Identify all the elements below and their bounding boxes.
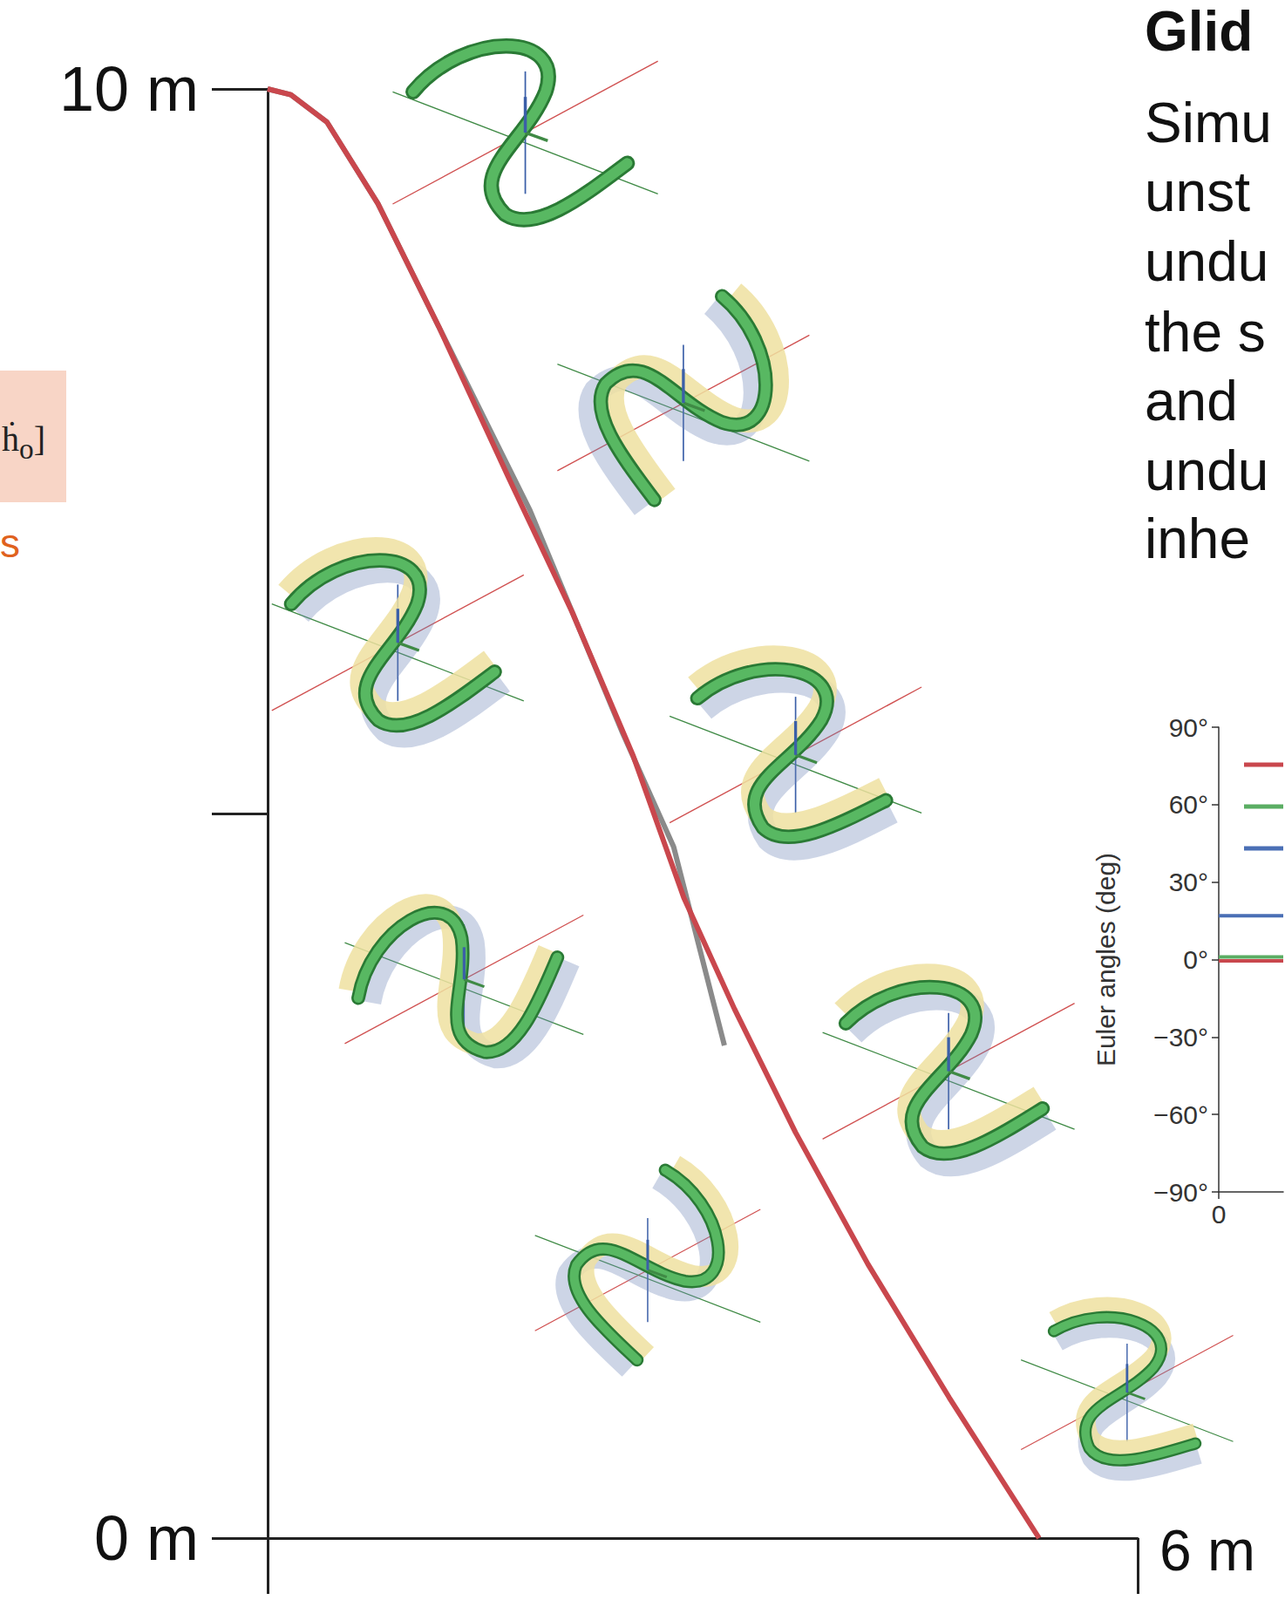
svg-text:30°: 30° <box>1169 867 1209 897</box>
svg-text:10 m: 10 m <box>59 54 199 124</box>
svg-text:Euler angles (deg): Euler angles (deg) <box>1091 852 1121 1067</box>
html-text:Simu: Simu <box>1144 91 1272 155</box>
html-text:and: and <box>1144 369 1238 433</box>
svg-text:6 m: 6 m <box>1159 1517 1256 1583</box>
html-text:undu: undu <box>1144 439 1269 503</box>
svg-text:0: 0 <box>1211 1199 1227 1229</box>
svg-text:−90°: −90° <box>1153 1177 1209 1207</box>
svg-text:90°: 90° <box>1169 713 1209 742</box>
html-text:unst: unst <box>1144 160 1251 224</box>
html-text:the s: the s <box>1144 300 1266 364</box>
svg-text:−30°: −30° <box>1153 1022 1209 1052</box>
html-text:Glid: Glid <box>1144 0 1254 63</box>
html-text:ḣo]: ḣo] <box>1 419 46 465</box>
svg-text:−60°: −60° <box>1153 1100 1209 1129</box>
svg-text:0°: 0° <box>1183 945 1209 974</box>
html-text:inhe: inhe <box>1144 507 1251 571</box>
svg-text:60°: 60° <box>1169 789 1209 819</box>
html-text:undu: undu <box>1144 230 1269 293</box>
svg-text:0 m: 0 m <box>94 1502 199 1573</box>
html-text:s: s <box>0 520 21 566</box>
